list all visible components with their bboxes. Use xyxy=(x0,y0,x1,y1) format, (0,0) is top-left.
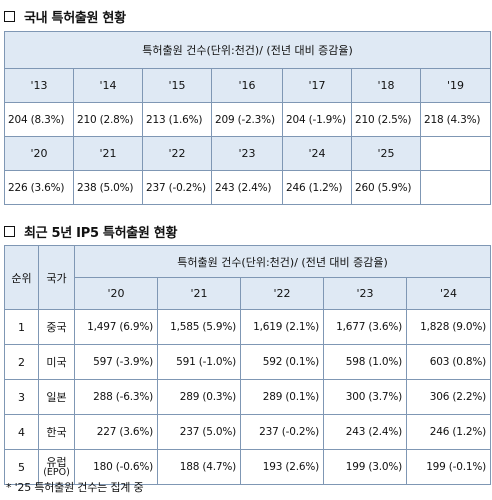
section1-title-text: 국내 특허출원 현황 xyxy=(24,11,126,26)
value-cell: 204 (8.3%) xyxy=(4,102,74,137)
value-cell: 260 (5.9%) xyxy=(351,170,421,205)
year-cell: '17 xyxy=(282,68,352,103)
rank-cell: 4 xyxy=(4,414,39,450)
domestic-table-header: 특허출원 건수(단위:천건)/ (전년 대비 증감율) xyxy=(3,31,492,69)
country-cell: 미국 xyxy=(38,344,75,380)
year-cell: '16 xyxy=(211,68,283,103)
ip5-patent-table: 순위 국가 특허출원 건수(단위:천건)/ (전년 대비 증감율) '20 '2… xyxy=(4,245,492,485)
value-cell: 238 (5.0%) xyxy=(73,170,143,205)
value-cell: 204 (-1.9%) xyxy=(282,102,352,137)
value-cell: 1,497 (6.9%) xyxy=(74,309,158,345)
country-cell: 일본 xyxy=(38,379,75,415)
country-cell: 한국 xyxy=(38,414,75,450)
table-row: 5 유럽 (EPO) 180 (-0.6%) 188 (4.7%) 193 (2.6%) 1… xyxy=(4,449,492,485)
rank-cell: 5 xyxy=(4,449,39,485)
value-cell: 306 (2.2%) xyxy=(405,379,492,415)
value-cell: 227 (3.6%) xyxy=(74,414,158,450)
value-cell: 1,585 (5.9%) xyxy=(157,309,241,345)
country-cell: 중국 xyxy=(38,309,75,345)
value-cell: 592 (0.1%) xyxy=(240,344,324,380)
year-cell: '25 xyxy=(351,136,421,171)
year-cell: '23 xyxy=(323,277,407,310)
year-cell: '20 xyxy=(4,136,74,171)
year-cell: '21 xyxy=(73,136,143,171)
year-cell: '21 xyxy=(157,277,241,310)
table-row: 3 일본 288 (-6.3%) 289 (0.3%) 289 (0.1%) 300 (3… xyxy=(4,379,492,415)
rank-cell: 1 xyxy=(4,309,39,345)
value-cell: 243 (2.4%) xyxy=(323,414,407,450)
value-cell: 243 (2.4%) xyxy=(211,170,283,205)
section1-title: 국내 특허출원 현황 xyxy=(4,7,126,26)
value-cell: 226 (3.6%) xyxy=(4,170,74,205)
country-name: 중국 xyxy=(46,320,67,334)
value-cell: 210 (2.5%) xyxy=(351,102,421,137)
empty-cell xyxy=(419,170,492,205)
footnote: * '25 특허출원 건수는 집계 중 xyxy=(6,481,144,494)
value-cell: 237 (-0.2%) xyxy=(142,170,212,205)
country-name: 미국 xyxy=(46,355,67,369)
value-cell: 300 (3.7%) xyxy=(323,379,407,415)
rank-cell: 3 xyxy=(4,379,39,415)
value-cell: 288 (-6.3%) xyxy=(74,379,158,415)
rank-header: 순위 xyxy=(4,245,39,310)
year-cell: '20 xyxy=(74,277,158,310)
year-cell: '24 xyxy=(282,136,352,171)
value-cell: 213 (1.6%) xyxy=(142,102,212,137)
value-cell: 199 (-0.1%) xyxy=(405,449,492,485)
value-cell: 237 (-0.2%) xyxy=(240,414,324,450)
country-header: 국가 xyxy=(38,245,75,310)
value-cell: 598 (1.0%) xyxy=(323,344,407,380)
value-cell: 1,828 (9.0%) xyxy=(405,309,492,345)
section2-title-text: 최근 5년 IP5 특허출원 현황 xyxy=(24,226,178,241)
year-cell: '13 xyxy=(4,68,74,103)
table-row: 2 미국 597 (-3.9%) 591 (-1.0%) 592 (0.1%) 598 (… xyxy=(4,344,492,380)
value-cell: 1,677 (3.6%) xyxy=(323,309,407,345)
year-cell: '19 xyxy=(419,68,492,103)
checkbox-square-icon xyxy=(4,226,15,237)
country-name: 일본 xyxy=(46,390,67,404)
value-cell: 603 (0.8%) xyxy=(405,344,492,380)
value-cell: 180 (-0.6%) xyxy=(74,449,158,485)
country-name: 유럽 xyxy=(46,455,67,469)
country-subname: (EPO) xyxy=(43,466,70,478)
value-cell: 193 (2.6%) xyxy=(240,449,324,485)
value-cell: 209 (-2.3%) xyxy=(211,102,283,137)
year-cell: '23 xyxy=(211,136,283,171)
value-cell: 210 (2.8%) xyxy=(73,102,143,137)
value-cell: 289 (0.1%) xyxy=(240,379,324,415)
rank-cell: 2 xyxy=(4,344,39,380)
domestic-patent-table: 특허출원 건수(단위:천건)/ (전년 대비 증감율) '13 '14 '15 … xyxy=(3,31,492,205)
country-name: 한국 xyxy=(46,425,67,439)
year-cell: '15 xyxy=(142,68,212,103)
year-cell: '24 xyxy=(405,277,492,310)
value-cell: 246 (1.2%) xyxy=(405,414,492,450)
ip5-table-header: 특허출원 건수(단위:천건)/ (전년 대비 증감율) xyxy=(73,245,492,278)
value-cell: 188 (4.7%) xyxy=(157,449,241,485)
value-cell: 237 (5.0%) xyxy=(157,414,241,450)
table-row: 4 한국 227 (3.6%) 237 (5.0%) 237 (-0.2%) 243 (2… xyxy=(4,414,492,450)
value-cell: 591 (-1.0%) xyxy=(157,344,241,380)
checkbox-square-icon xyxy=(4,11,15,22)
value-cell: 597 (-3.9%) xyxy=(74,344,158,380)
year-cell: '22 xyxy=(142,136,212,171)
year-cell: '22 xyxy=(240,277,324,310)
value-cell: 218 (4.3%) xyxy=(419,102,492,137)
section2-title: 최근 5년 IP5 특허출원 현황 xyxy=(4,222,177,241)
value-cell: 1,619 (2.1%) xyxy=(240,309,324,345)
value-cell: 199 (3.0%) xyxy=(323,449,407,485)
value-cell: 246 (1.2%) xyxy=(282,170,352,205)
value-cell: 289 (0.3%) xyxy=(157,379,241,415)
empty-cell xyxy=(419,136,492,171)
year-cell: '14 xyxy=(73,68,143,103)
table-row: 1 중국 1,497 (6.9%) 1,585 (5.9%) 1,619 (2.1%) 1… xyxy=(4,309,492,345)
year-cell: '18 xyxy=(351,68,421,103)
